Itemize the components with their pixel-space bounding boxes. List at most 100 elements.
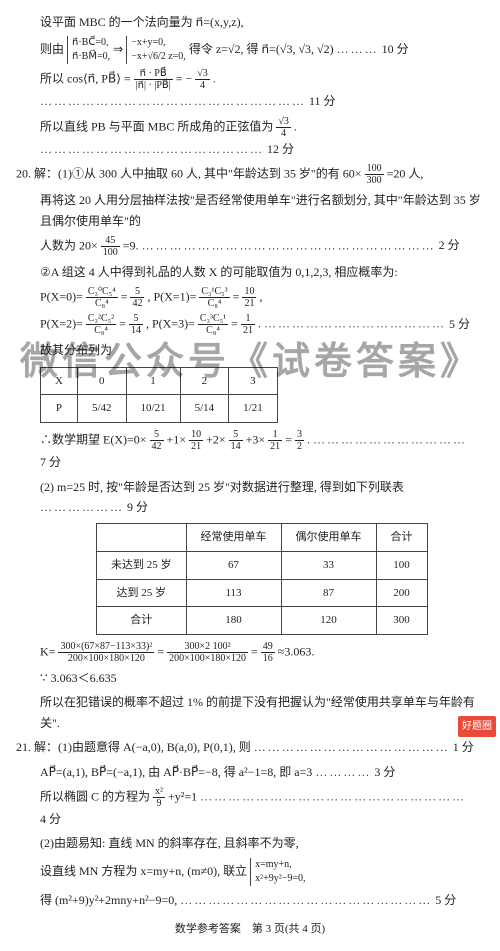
table-row: 经常使用单车 偶尔使用单车 合计 [97, 524, 428, 552]
frac: 300×(67×87−113×33)²200×100×180×120 [58, 641, 154, 664]
cell: 200 [376, 579, 427, 607]
frac: 121 [241, 313, 255, 336]
p20-1-4: ②A 组这 4 人中得到礼品的人数 X 的可能取值为 0,1,2,3, 相应概率… [16, 262, 484, 282]
frac: 4916 [261, 641, 275, 664]
frac: 121 [268, 429, 282, 452]
text: P(X=0)= [40, 290, 83, 304]
cell: 1/21 [229, 395, 278, 423]
dots: ……… [337, 42, 379, 56]
text: +2× [206, 432, 226, 446]
text: ∴数学期望 E(X)=0× [40, 432, 147, 446]
den: 42 [130, 298, 144, 309]
score-1: 1 分 [453, 737, 474, 757]
cell: 5/42 [77, 395, 126, 423]
score-5: 5 分 [435, 890, 456, 910]
text: AP⃗=(a,1), BP⃗=(−a,1), 由 AP⃗·BP⃗=−8, 得 a… [40, 765, 312, 779]
distribution-table: X 0 1 2 3 P 5/42 10/21 5/14 1/21 [40, 367, 278, 423]
p20-1-2: 再将这 20 人用分层抽样法按"是否经常使用单车"进行名额划分, 其中"年龄达到… [16, 190, 484, 231]
text: = [231, 317, 238, 331]
cell: 合计 [97, 607, 187, 635]
cell: 300 [376, 607, 427, 635]
num: 300×(67×87−113×33)² [58, 641, 154, 653]
dots: ………………………………………………… [40, 94, 306, 108]
score-10: 10 分 [382, 39, 409, 59]
text: 所以 cos⟨n⃗, PB⃗⟩ = [40, 72, 134, 86]
num: 10 [189, 429, 203, 441]
table-row: P 5/42 10/21 5/14 1/21 [41, 395, 278, 423]
br-top: n⃗·BC⃗=0, [72, 37, 108, 48]
dots: ……………… [40, 500, 124, 514]
text: 设直线 MN 方程为 x=my+n, (m≠0), 联立 [40, 864, 247, 878]
text: 人数为 20× [40, 238, 98, 252]
den: |n⃗| · |PB⃗| [134, 80, 173, 91]
num: C₃⁰C₅⁴ [86, 286, 118, 298]
num: √3 [276, 116, 291, 128]
text: = [121, 290, 128, 304]
text: = [157, 644, 164, 658]
dots: …………………………………… [254, 740, 450, 754]
p20-2: (2) m=25 时, 按"年龄是否达到 25 岁"对数据进行整理, 得到如下列… [16, 477, 484, 518]
score-5: 5 分 [449, 314, 470, 334]
text: 所以直线 PB 与平面 MBC 所成角的正弦值为 [40, 119, 276, 133]
dots: ………… [315, 765, 371, 779]
frac: 45100 [101, 235, 120, 258]
den: 2 [295, 441, 304, 452]
p20-conclusion: 所以在犯错误的概率不超过 1% 的前提下没有把握认为"经常使用共享单车与年龄有关… [16, 692, 484, 733]
text: , P(X=3)= [146, 317, 195, 331]
den: 21 [241, 325, 255, 336]
cell: 87 [281, 579, 376, 607]
cell: 180 [186, 607, 281, 635]
table-row: 达到 25 岁 113 87 200 [97, 579, 428, 607]
frac: 32 [295, 429, 304, 452]
den: 14 [229, 441, 243, 452]
den: 4 [195, 80, 210, 91]
cell: 120 [281, 607, 376, 635]
num: 49 [261, 641, 275, 653]
br2-top: −x+y=0, [131, 37, 165, 48]
text: 得令 z=√2, 得 n⃗=(√3, √3, √2) [189, 42, 334, 56]
dots: ………………………………………… [40, 142, 264, 156]
text: = − [176, 72, 193, 86]
score-3: 3 分 [374, 762, 395, 782]
p21-2: AP⃗=(a,1), BP⃗=(−a,1), 由 AP⃗·BP⃗=−8, 得 a… [16, 762, 484, 782]
den: 100 [101, 247, 120, 258]
k-calc: K= 300×(67×87−113×33)²200×100×180×120 = … [16, 641, 484, 664]
den: 300 [365, 175, 384, 186]
br-bot: x²+9y²−9=0, [255, 873, 305, 884]
score-7: 7 分 [40, 452, 61, 472]
p20-1-1: 20. 解：(1)①从 300 人中抽取 60 人, 其中"年龄达到 35 岁"… [16, 163, 484, 186]
den: 16 [261, 653, 275, 664]
num: 100 [365, 163, 384, 175]
p19-line4: 所以直线 PB 与平面 MBC 所成角的正弦值为 √34 . ………………………… [16, 116, 484, 159]
contingency-table: 经常使用单车 偶尔使用单车 合计 未达到 25 岁 67 33 100 达到 2… [96, 523, 428, 635]
p21-1: 21. 解：(1)由题意得 A(−a,0), B(a,0), P(0,1), 则… [16, 737, 484, 757]
p21-3: 所以椭圆 C 的方程为 x²9 +y²=1 ………………………………………………… [16, 786, 484, 829]
dots: ……………………………………………… [180, 893, 432, 907]
text: 则由 [40, 42, 64, 56]
table-row: 合计 180 120 300 [97, 607, 428, 635]
frac: C₃³C₅¹C₈⁴ [198, 313, 228, 336]
cell: 100 [376, 551, 427, 579]
num: C₃²C₅² [86, 313, 116, 325]
text: . [307, 432, 310, 446]
num: 1 [268, 429, 282, 441]
corner-badge: 好题圈 [458, 716, 496, 737]
frac: n⃗ · PB⃗|n⃗| · |PB⃗| [134, 68, 173, 91]
p21-5: 设直线 MN 方程为 x=my+n, (m≠0), 联立 x=my+n, x²+… [16, 858, 484, 886]
brace2: −x+y=0, −x+√6/2 z=0, [126, 36, 186, 64]
text: +3× [246, 432, 266, 446]
cell: P [41, 395, 78, 423]
den: 14 [129, 325, 143, 336]
text: . [258, 317, 261, 331]
den: 21 [242, 298, 256, 309]
text: = [251, 644, 258, 658]
den: 200×100×180×120 [58, 653, 154, 664]
dots: ………………………………………………… [200, 789, 466, 803]
num: 3 [295, 429, 304, 441]
p20-px23: P(X=2)= C₃²C₅²C₈⁴ = 514 , P(X=3)= C₃³C₅¹… [16, 313, 484, 336]
text: =20 人, [387, 166, 424, 180]
cell [97, 524, 187, 552]
dist-label: 故其分布列为 [16, 340, 484, 360]
den: 21 [189, 441, 203, 452]
score-12: 12 分 [267, 139, 294, 159]
